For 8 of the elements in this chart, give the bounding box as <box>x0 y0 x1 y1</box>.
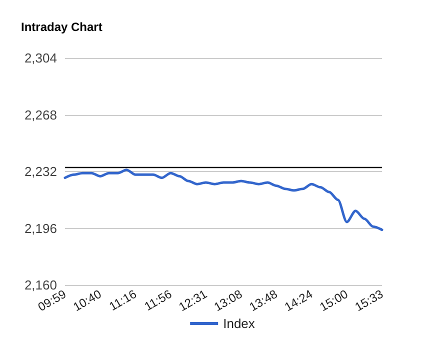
y-tick-label: 2,160 <box>24 278 57 292</box>
y-tick-label: 2,268 <box>24 107 57 122</box>
chart-title: Intraday Chart <box>21 20 102 34</box>
y-tick-label: 2,196 <box>24 220 57 236</box>
line-series <box>64 168 384 232</box>
y-tick-label: 2,232 <box>24 164 57 179</box>
legend-label: Index <box>223 316 256 331</box>
y-tick-label: 2,304 <box>24 50 57 66</box>
